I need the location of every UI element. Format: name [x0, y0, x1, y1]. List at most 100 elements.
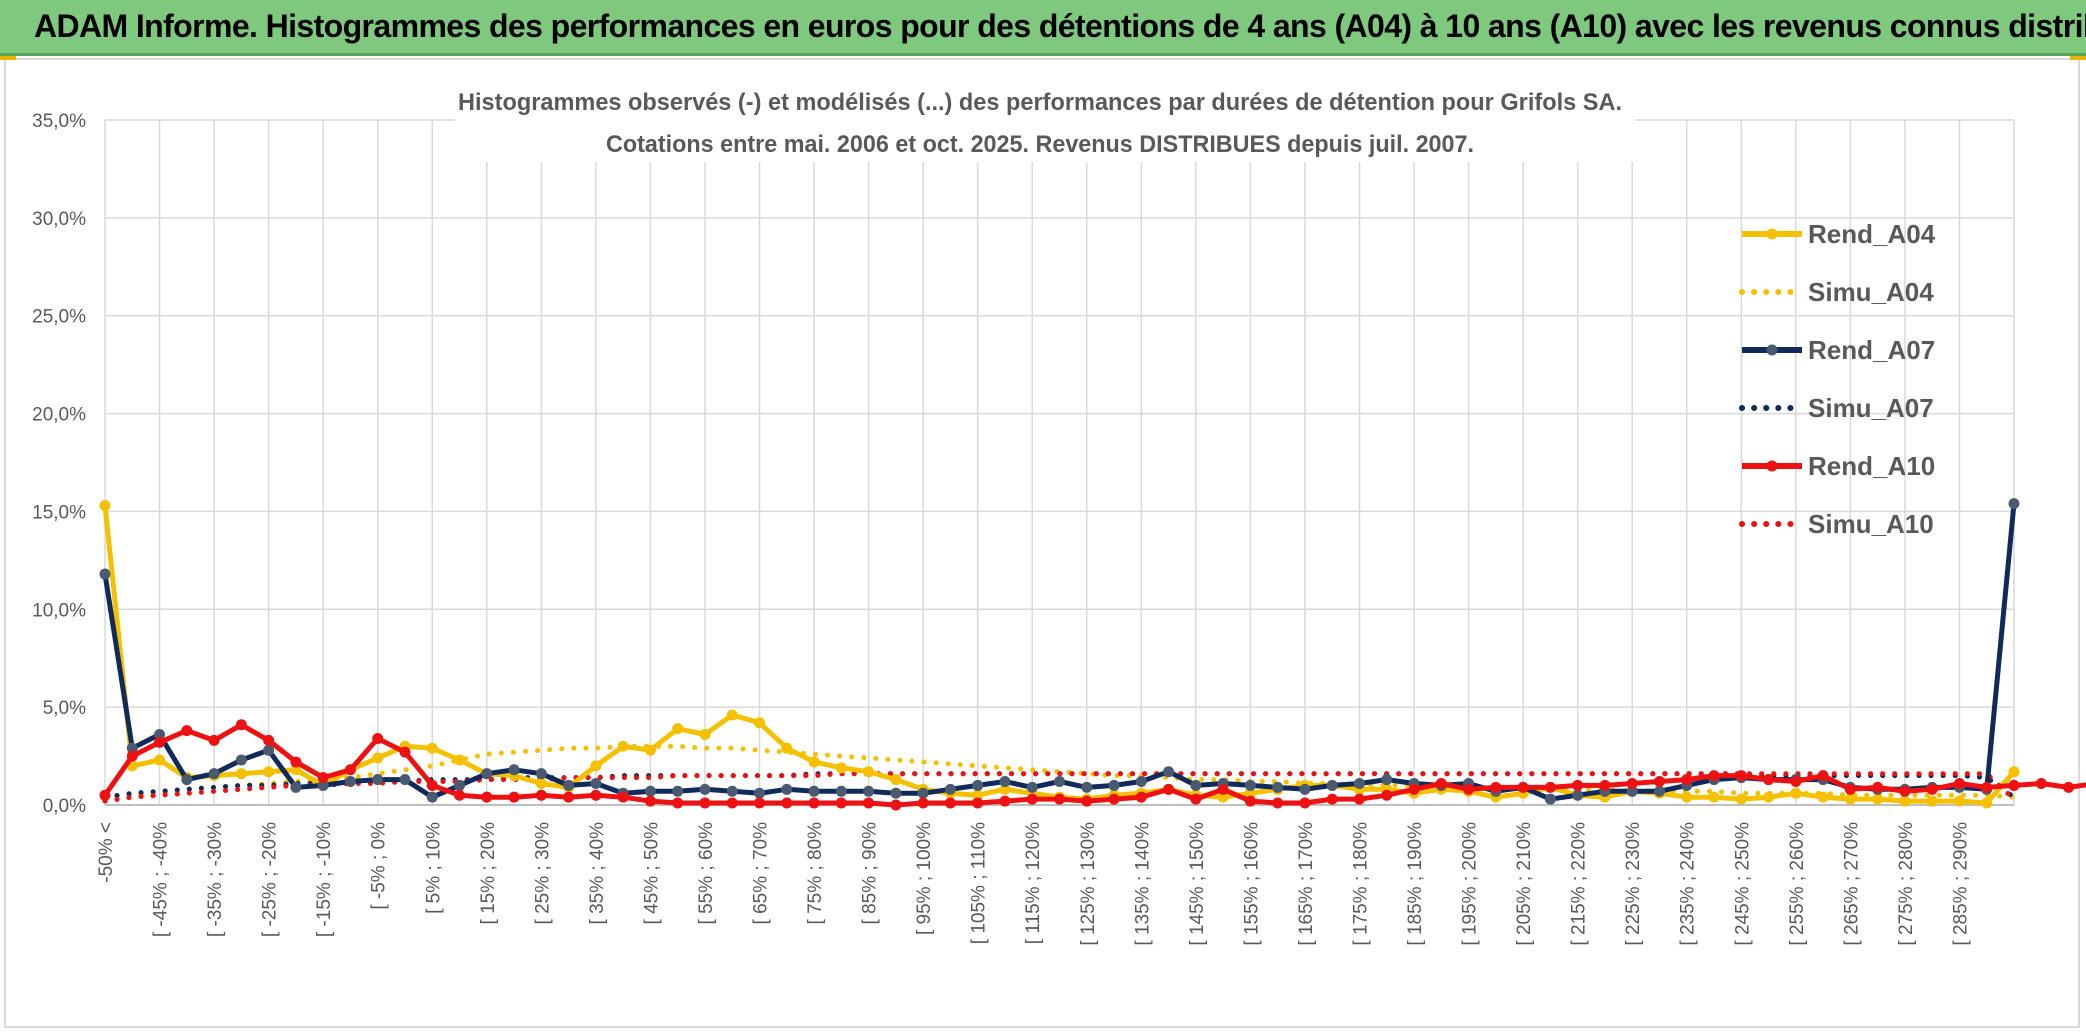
- x-tick-label: [ 215% ; 220%: [1569, 822, 1590, 946]
- data-point-rend-a10: [1844, 783, 1856, 795]
- data-point-rend-a10: [890, 799, 902, 811]
- data-point-rend-a07: [972, 779, 984, 791]
- x-tick-label: [ 85% ; 90%: [860, 822, 881, 925]
- data-point-rend-a07: [754, 787, 766, 799]
- data-point-rend-a04: [835, 762, 847, 774]
- data-point-rend-a07: [454, 779, 466, 791]
- data-point-rend-a04: [1953, 795, 1965, 807]
- data-point-rend-a04: [781, 742, 793, 754]
- data-point-rend-a10: [344, 764, 356, 776]
- data-point-rend-a04: [1844, 793, 1856, 805]
- x-tick-label: [ 105% ; 110%: [969, 822, 990, 944]
- data-point-rend-a07: [1572, 789, 1584, 801]
- data-point-rend-a10: [863, 797, 875, 809]
- series-lines: [99, 498, 2086, 811]
- x-tick-label: [ -25% ; -20%: [260, 822, 281, 937]
- data-point-rend-a07: [917, 787, 929, 799]
- data-point-rend-a07: [508, 764, 520, 776]
- x-tick-label: [ -45% ; -40%: [151, 822, 172, 937]
- data-point-rend-a10: [1708, 770, 1720, 782]
- data-point-rend-a04: [672, 723, 684, 735]
- legend-label-rend-a07: Rend_A07: [1808, 335, 1935, 365]
- x-tick-label: [ 145% ; 150%: [1187, 822, 1208, 946]
- data-point-rend-a07: [181, 774, 193, 786]
- x-tick-label: [ 205% ; 210%: [1514, 822, 1535, 946]
- data-point-rend-a10: [99, 789, 111, 801]
- data-point-rend-a04: [617, 740, 629, 752]
- data-point-rend-a04: [863, 766, 875, 778]
- data-point-rend-a10: [1135, 791, 1147, 803]
- data-point-rend-a04: [999, 783, 1011, 795]
- chart-subtitle: Cotations entre mai. 2006 et oct. 2025. …: [606, 131, 1474, 158]
- data-point-rend-a07: [1381, 774, 1393, 786]
- y-tick-label: 10,0%: [32, 600, 86, 621]
- x-tick-label: [ 35% ; 40%: [587, 822, 608, 925]
- y-axis: 0,0% 5,0% 10,0% 15,0% 20,0% 25,0% 30,0% 35,0%: [32, 111, 86, 817]
- data-point-rend-a04: [1681, 791, 1693, 803]
- x-tick-label: [ 25% ; 30%: [532, 822, 553, 925]
- frame-corner-left: [0, 56, 16, 60]
- data-point-rend-a07: [426, 791, 438, 803]
- data-point-rend-a07: [399, 774, 411, 786]
- data-point-rend-a10: [154, 736, 166, 748]
- data-point-rend-a07: [1054, 776, 1065, 788]
- data-point-rend-a07: [863, 785, 875, 797]
- data-point-rend-a07: [672, 785, 684, 797]
- data-point-rend-a10: [2063, 781, 2075, 793]
- x-tick-label: [ 65% ; 70%: [751, 822, 772, 925]
- data-point-rend-a10: [263, 734, 275, 746]
- data-point-rend-a07: [1026, 781, 1038, 793]
- data-point-rend-a07: [535, 768, 547, 780]
- data-point-rend-a04: [290, 764, 302, 776]
- data-point-rend-a10: [1981, 781, 1993, 793]
- chart-title: Histogrammes observés (-) et modélisés (…: [458, 89, 1622, 116]
- data-point-rend-a10: [644, 795, 656, 807]
- legend-marker-rend-a04: [1766, 228, 1778, 240]
- data-point-rend-a07: [372, 774, 384, 786]
- x-tick-label: [ -15% ; -10%: [314, 822, 335, 937]
- data-point-rend-a04: [1817, 791, 1829, 803]
- data-point-rend-a10: [1054, 793, 1065, 805]
- x-tick-label: [ 15% ; 20%: [478, 822, 499, 925]
- x-tick-label: [ 75% ; 80%: [805, 822, 826, 925]
- data-point-rend-a10: [944, 797, 956, 809]
- data-point-rend-a10: [1435, 777, 1447, 789]
- data-point-rend-a10: [1163, 783, 1175, 795]
- y-tick-label: 35,0%: [32, 111, 86, 132]
- data-point-rend-a04: [808, 756, 820, 768]
- data-point-rend-a10: [999, 795, 1011, 807]
- data-point-rend-a10: [1272, 797, 1284, 809]
- x-tick-label: [ 285% ; 290%: [1950, 822, 1971, 946]
- chart-frame: [4, 58, 2080, 1028]
- data-point-rend-a07: [154, 729, 166, 741]
- data-point-rend-a10: [617, 791, 629, 803]
- x-tick-label: [ 5% ; 10%: [423, 822, 444, 914]
- x-tick-label: [ 95% ; 100%: [914, 822, 935, 935]
- data-point-rend-a04: [754, 717, 766, 729]
- data-point-rend-a04: [426, 742, 438, 754]
- x-tick-label: [ 115% ; 120%: [1023, 822, 1044, 944]
- data-point-rend-a10: [808, 797, 820, 809]
- data-point-rend-a10: [508, 791, 520, 803]
- data-point-rend-a07: [290, 781, 302, 793]
- y-tick-label: 5,0%: [43, 698, 86, 719]
- data-point-rend-a04: [235, 768, 247, 780]
- data-point-rend-a07: [999, 776, 1011, 788]
- legend-label-rend-a04: Rend_A04: [1808, 219, 1936, 249]
- data-point-rend-a10: [1899, 785, 1911, 797]
- x-tick-label: [ 255% ; 260%: [1787, 822, 1808, 946]
- series-line-rend-a04: [102, 505, 2016, 806]
- legend-label-simu-a07: Simu_A07: [1808, 393, 1934, 423]
- data-point-rend-a04: [726, 709, 738, 721]
- data-point-rend-a10: [1408, 783, 1420, 795]
- data-point-rend-a10: [1244, 795, 1256, 807]
- data-point-rend-a10: [1626, 777, 1638, 789]
- x-tick-label: [ 165% ; 170%: [1296, 822, 1317, 946]
- x-tick-label: [ 45% ; 50%: [641, 822, 662, 925]
- x-tick-label: [ 55% ; 60%: [696, 822, 717, 925]
- data-point-rend-a10: [399, 746, 411, 758]
- data-point-rend-a07: [344, 776, 356, 788]
- x-tick-label: [ -35% ; -30%: [205, 822, 226, 937]
- data-point-rend-a10: [1872, 781, 1884, 793]
